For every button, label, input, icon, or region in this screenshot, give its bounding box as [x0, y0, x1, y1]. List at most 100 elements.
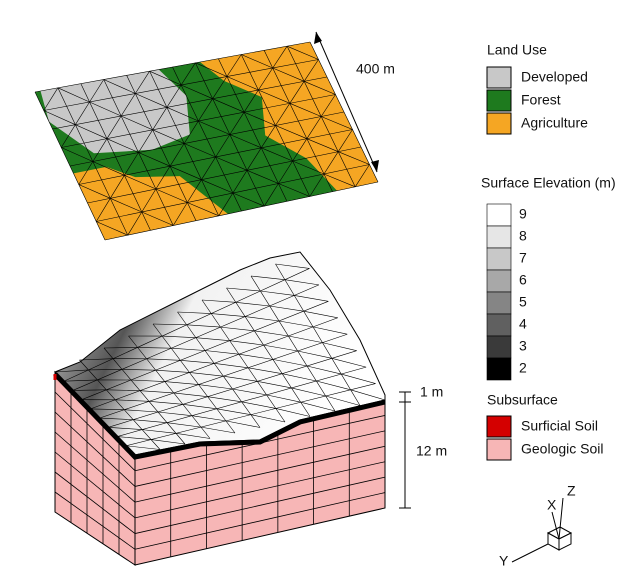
mesh-line — [54, 451, 136, 519]
mesh-line — [152, 107, 168, 130]
mesh-line — [121, 369, 156, 371]
mesh-line — [120, 93, 136, 117]
mesh-line — [117, 436, 152, 440]
mesh-line — [198, 120, 230, 135]
mesh-line — [212, 76, 228, 99]
mesh-line — [79, 358, 114, 361]
mesh-line — [282, 373, 317, 382]
mesh-line — [316, 380, 351, 391]
mesh-line — [92, 161, 125, 176]
mesh-line — [232, 388, 267, 396]
mesh-line — [106, 115, 122, 139]
mesh-line — [272, 46, 288, 69]
legend-label: Forest — [521, 92, 561, 108]
mesh-line — [232, 192, 265, 207]
legend-label: 3 — [519, 338, 527, 354]
mesh-line — [134, 430, 386, 487]
mesh-line — [166, 84, 182, 108]
mesh-line — [63, 379, 98, 382]
mesh-line — [90, 408, 125, 411]
mesh-line — [142, 429, 177, 434]
legend-label: Surficial Soil — [521, 418, 598, 434]
mesh-line — [138, 129, 153, 153]
mesh-line — [121, 115, 153, 131]
legend-swatch — [486, 313, 512, 337]
mesh-line — [137, 347, 172, 349]
legend-swatch — [486, 415, 512, 438]
mesh-line — [258, 89, 290, 104]
mesh-line — [275, 263, 310, 269]
mesh-line — [243, 89, 259, 113]
mesh-line — [135, 93, 167, 108]
axis-label: Z — [567, 483, 576, 499]
mesh-line — [215, 134, 231, 158]
mesh-line — [146, 358, 181, 361]
mesh-line — [155, 369, 190, 373]
mesh-line — [52, 76, 328, 130]
mesh-line — [115, 399, 150, 402]
mesh-line — [275, 263, 361, 406]
mesh-line — [133, 419, 168, 423]
mesh-line — [169, 143, 185, 167]
mesh-line — [272, 359, 308, 367]
mesh-line — [69, 111, 345, 167]
mesh-line — [181, 84, 213, 99]
mesh-line — [183, 120, 199, 144]
mesh-line — [187, 202, 219, 217]
mesh-line — [60, 124, 76, 148]
mesh-line — [306, 138, 339, 152]
mesh-line — [248, 367, 283, 374]
mesh-line — [171, 347, 206, 351]
legend-label: 5 — [519, 294, 527, 310]
mesh-line — [130, 379, 165, 382]
mesh-line — [303, 310, 338, 319]
mesh-line — [54, 471, 136, 534]
mesh-line — [292, 138, 308, 162]
mesh-line — [297, 350, 332, 359]
arrow-head — [314, 32, 322, 44]
mesh-line — [258, 67, 273, 91]
mesh-line — [177, 311, 261, 428]
mesh-line — [286, 45, 319, 60]
mesh-line — [201, 299, 236, 303]
mesh-line — [189, 372, 224, 377]
mesh-line — [103, 347, 138, 349]
mesh-line — [350, 389, 386, 401]
axis-label: Y — [499, 553, 509, 569]
legend-label: 4 — [519, 316, 527, 332]
agriculture-region — [73, 166, 228, 240]
mesh-line — [354, 164, 370, 187]
legend-label: 2 — [519, 360, 527, 376]
legend-swatch — [486, 89, 512, 112]
mesh-line — [152, 323, 236, 434]
mesh-line — [182, 404, 217, 410]
mesh-line — [191, 415, 226, 422]
mesh-line — [106, 389, 141, 391]
mesh-line — [229, 134, 262, 149]
mesh-line — [75, 101, 90, 125]
mesh-line — [304, 81, 336, 95]
mesh-line — [207, 396, 242, 403]
mesh-line — [284, 279, 319, 286]
mesh-line — [104, 181, 379, 241]
mesh-line — [95, 198, 111, 222]
mesh-line — [260, 290, 295, 296]
mesh-line — [57, 87, 90, 103]
mesh-line — [323, 173, 356, 188]
mesh-line — [88, 369, 123, 371]
mesh-line — [34, 41, 311, 93]
mesh-line — [250, 414, 286, 423]
mesh-line — [214, 363, 249, 369]
mesh-line — [322, 342, 357, 351]
mesh-line — [201, 156, 216, 180]
mesh-line — [289, 81, 305, 104]
mesh-line — [124, 175, 156, 190]
mesh-line — [337, 129, 353, 152]
mesh-line — [226, 76, 259, 91]
legend-swatch — [486, 203, 512, 227]
mesh-line — [225, 420, 261, 428]
mesh-line — [106, 138, 139, 153]
mesh-line — [89, 79, 105, 103]
mesh-line — [110, 198, 142, 213]
mesh-line — [155, 188, 188, 203]
